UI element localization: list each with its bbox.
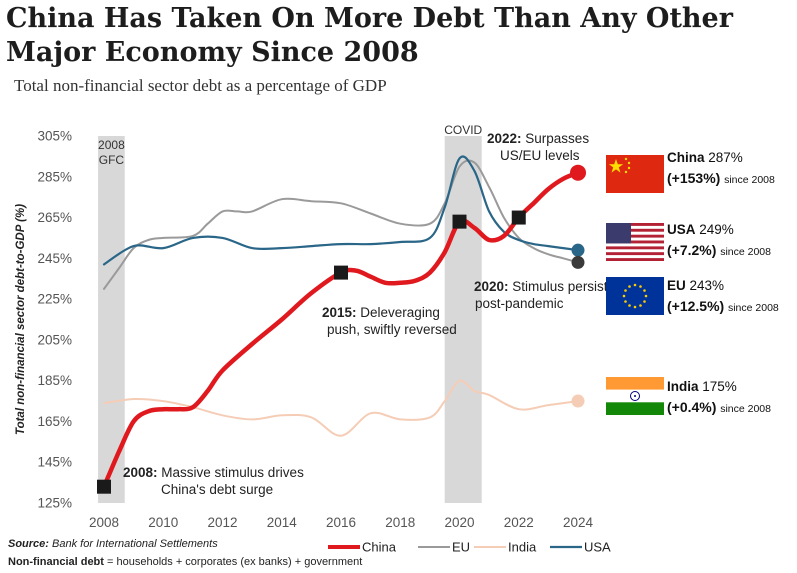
endpoint-china	[570, 164, 586, 181]
legend-label-india: India	[508, 540, 537, 555]
y-tick-label: 145%	[37, 455, 72, 470]
y-tick-label: 125%	[37, 496, 72, 511]
chart-title: China Has Taken On More Debt Than Any Ot…	[6, 3, 733, 68]
source-note: Source: Bank for International Settlemen…	[8, 538, 218, 550]
shaded-period-label: 2008	[98, 138, 125, 152]
shaded-period-0	[98, 136, 125, 503]
y-tick-label: 285%	[37, 169, 72, 184]
event-marker-1	[334, 265, 348, 280]
event-marker-0	[97, 479, 111, 494]
chart-subtitle: Total non-financial sector debt as a per…	[14, 76, 387, 95]
x-tick-label: 2010	[148, 515, 178, 530]
shaded-period-label: COVID	[444, 123, 482, 137]
country-label-eu: EU 243% (+12.5%) since 2008	[667, 278, 779, 314]
endpoint-eu	[571, 255, 585, 269]
country-label-usa: USA 249% (+7.2%) since 2008	[667, 222, 771, 258]
annotation-2020: 2020: Stimulus persists post-pandemic	[474, 279, 615, 311]
endpoint-india	[571, 394, 585, 408]
x-tick-label: 2022	[504, 515, 534, 530]
event-marker-2	[452, 214, 467, 229]
shaded-period-label: GFC	[99, 153, 125, 167]
legend-label-china: China	[362, 540, 397, 555]
annotation-2008: 2008: Massive stimulus drives China's de…	[123, 465, 304, 497]
annotation-2015: 2015: Deleveraging push, swiftly reverse…	[322, 305, 457, 337]
x-tick-label: 2012	[207, 515, 237, 530]
event-marker-3	[511, 210, 526, 225]
x-tick-label: 2008	[89, 515, 119, 530]
x-tick-label: 2024	[563, 515, 594, 530]
series-line-china	[101, 170, 581, 489]
y-tick-label: 225%	[37, 292, 72, 307]
y-tick-label: 165%	[37, 414, 72, 429]
country-label-india: India 175% (+0.4%) since 2008	[667, 379, 771, 415]
endpoint-usa	[571, 243, 585, 257]
y-tick-label: 205%	[37, 332, 72, 347]
india-flag-icon	[606, 377, 664, 415]
china-flag-icon	[606, 155, 664, 193]
y-tick-label: 245%	[37, 251, 72, 266]
series-line-usa	[102, 155, 580, 266]
series-line-eu	[103, 159, 579, 290]
x-tick-label: 2018	[385, 515, 415, 530]
x-tick-label: 2020	[444, 515, 474, 530]
shaded-period-1	[444, 136, 482, 503]
y-tick-label: 265%	[37, 210, 72, 225]
legend-label-eu: EU	[452, 540, 470, 555]
legend-label-usa: USA	[584, 540, 611, 555]
annotation-2022: 2022: Surpasses US/EU levels	[487, 131, 590, 163]
country-label-china: China 287% (+153%) since 2008	[667, 150, 775, 186]
y-tick-label: 305%	[37, 129, 72, 144]
x-tick-label: 2014	[267, 515, 298, 530]
x-tick-label: 2016	[326, 515, 356, 530]
y-tick-label: 185%	[37, 373, 72, 388]
definition-note: Non-financial debt = households + corpor…	[8, 556, 363, 568]
eu-flag-icon	[606, 277, 664, 315]
usa-flag-icon	[606, 223, 664, 261]
y-axis-label: Total non-financial sector debt-to-GDP (…	[15, 204, 27, 435]
